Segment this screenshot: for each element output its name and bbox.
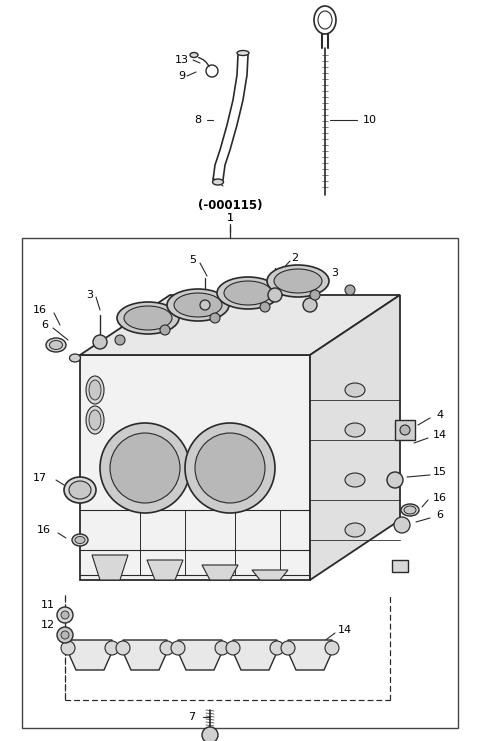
Circle shape xyxy=(61,641,75,655)
Circle shape xyxy=(61,611,69,619)
Text: 6: 6 xyxy=(41,320,48,330)
Ellipse shape xyxy=(124,306,172,330)
Circle shape xyxy=(260,302,270,312)
Bar xyxy=(22,238,458,728)
Text: 3: 3 xyxy=(86,290,94,300)
Text: 2: 2 xyxy=(291,253,299,263)
Polygon shape xyxy=(288,640,332,670)
Ellipse shape xyxy=(267,265,329,297)
Ellipse shape xyxy=(89,380,101,400)
Text: 14: 14 xyxy=(338,625,352,635)
Circle shape xyxy=(160,325,170,335)
Text: 17: 17 xyxy=(33,473,47,483)
Polygon shape xyxy=(202,565,238,580)
Polygon shape xyxy=(92,555,128,580)
Polygon shape xyxy=(123,640,167,670)
Text: 1: 1 xyxy=(227,213,233,223)
Text: 6: 6 xyxy=(436,510,444,520)
Circle shape xyxy=(400,425,410,435)
Text: 12: 12 xyxy=(41,620,55,630)
Circle shape xyxy=(160,641,174,655)
Polygon shape xyxy=(147,560,183,580)
Text: 4: 4 xyxy=(436,410,444,420)
Polygon shape xyxy=(68,640,112,670)
Circle shape xyxy=(200,300,210,310)
Text: 13: 13 xyxy=(175,55,189,65)
Text: 10: 10 xyxy=(363,115,377,125)
Ellipse shape xyxy=(75,536,85,543)
Circle shape xyxy=(310,290,320,300)
Text: 15: 15 xyxy=(433,467,447,477)
Circle shape xyxy=(57,607,73,623)
Ellipse shape xyxy=(69,481,91,499)
Ellipse shape xyxy=(70,354,81,362)
Circle shape xyxy=(110,433,180,503)
Ellipse shape xyxy=(72,534,88,546)
Circle shape xyxy=(61,631,69,639)
Circle shape xyxy=(116,641,130,655)
Polygon shape xyxy=(178,640,222,670)
Circle shape xyxy=(387,472,403,488)
Ellipse shape xyxy=(404,506,416,514)
Ellipse shape xyxy=(345,423,365,437)
Polygon shape xyxy=(233,640,277,670)
Circle shape xyxy=(270,641,284,655)
Text: 9: 9 xyxy=(179,71,186,81)
Ellipse shape xyxy=(217,277,279,309)
Ellipse shape xyxy=(213,179,224,185)
Ellipse shape xyxy=(274,269,322,293)
Ellipse shape xyxy=(190,53,198,58)
Circle shape xyxy=(93,335,107,349)
Ellipse shape xyxy=(86,406,104,434)
Ellipse shape xyxy=(167,289,229,321)
Text: 16: 16 xyxy=(33,305,47,315)
Ellipse shape xyxy=(64,477,96,503)
Circle shape xyxy=(195,433,265,503)
Circle shape xyxy=(202,727,218,741)
Circle shape xyxy=(210,313,220,323)
Text: 5: 5 xyxy=(190,255,196,265)
Circle shape xyxy=(185,423,275,513)
Text: 8: 8 xyxy=(194,115,202,125)
Ellipse shape xyxy=(86,376,104,404)
Text: 1: 1 xyxy=(227,213,233,223)
Polygon shape xyxy=(80,295,400,355)
Polygon shape xyxy=(80,355,310,580)
Ellipse shape xyxy=(49,341,62,350)
Circle shape xyxy=(215,641,229,655)
Polygon shape xyxy=(252,570,288,580)
Circle shape xyxy=(303,298,317,312)
Text: 7: 7 xyxy=(189,712,195,722)
Ellipse shape xyxy=(46,338,66,352)
Text: 11: 11 xyxy=(41,600,55,610)
Circle shape xyxy=(394,517,410,533)
Ellipse shape xyxy=(89,410,101,430)
Text: (-000115): (-000115) xyxy=(198,199,262,211)
Circle shape xyxy=(57,627,73,643)
Ellipse shape xyxy=(237,50,249,56)
Ellipse shape xyxy=(117,302,179,334)
Circle shape xyxy=(100,423,190,513)
Text: 16: 16 xyxy=(37,525,51,535)
Circle shape xyxy=(226,641,240,655)
Circle shape xyxy=(268,288,282,302)
Text: 3: 3 xyxy=(332,268,338,278)
Ellipse shape xyxy=(345,523,365,537)
Text: 14: 14 xyxy=(433,430,447,440)
Text: 16: 16 xyxy=(433,493,447,503)
Circle shape xyxy=(115,335,125,345)
Circle shape xyxy=(345,285,355,295)
Ellipse shape xyxy=(174,293,222,317)
Circle shape xyxy=(281,641,295,655)
Polygon shape xyxy=(310,295,400,580)
Ellipse shape xyxy=(345,473,365,487)
Circle shape xyxy=(171,641,185,655)
Ellipse shape xyxy=(224,281,272,305)
Ellipse shape xyxy=(345,383,365,397)
Polygon shape xyxy=(395,420,415,440)
Ellipse shape xyxy=(401,504,419,516)
Circle shape xyxy=(325,641,339,655)
Circle shape xyxy=(105,641,119,655)
Polygon shape xyxy=(392,560,408,572)
